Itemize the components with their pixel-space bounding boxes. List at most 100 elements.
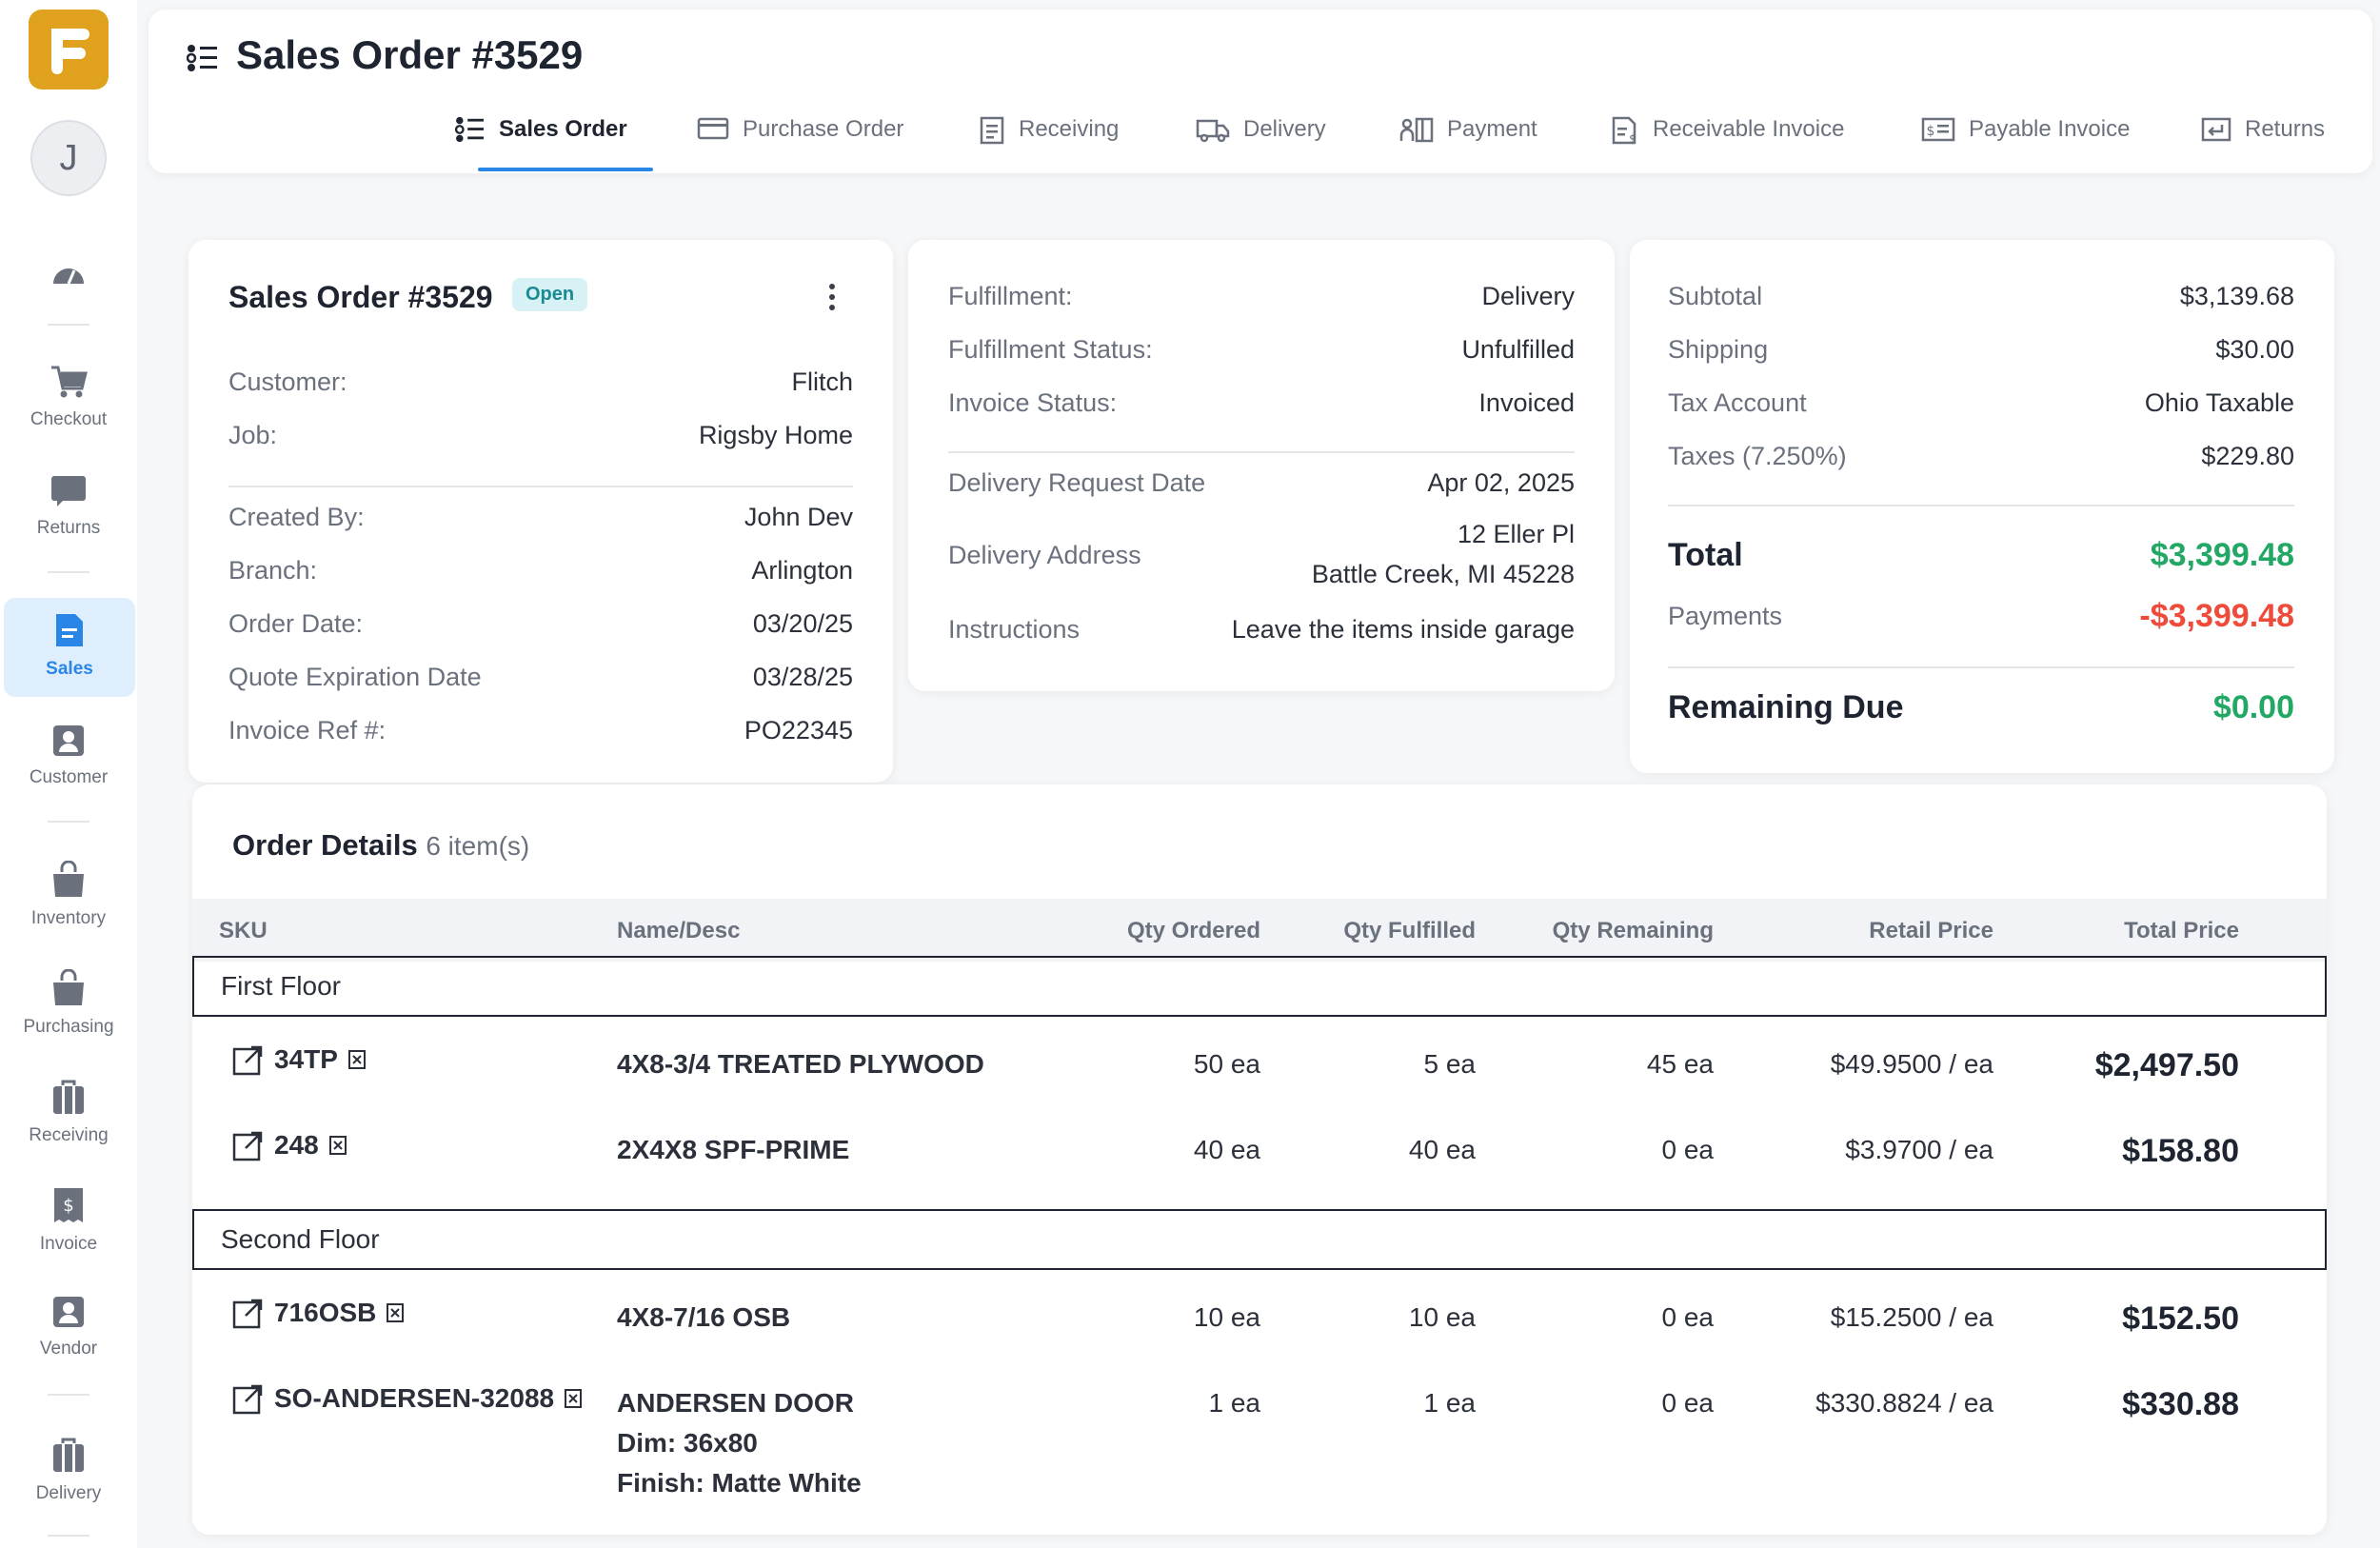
returns-icon (51, 476, 86, 506)
column-header-name[interactable]: Name/Desc (617, 918, 741, 943)
qty-remaining: 0 ea (1661, 1135, 1715, 1164)
total-value: $3,399.48 (2150, 537, 2294, 573)
sidebar-item-inventory[interactable]: Inventory (0, 861, 137, 929)
qty-ordered: 1 ea (1208, 1388, 1261, 1418)
item-count: 6 item(s) (426, 831, 530, 861)
tab-payable-invoice[interactable]: $ Payable Invoice (1921, 116, 2130, 173)
app-logo[interactable] (29, 10, 109, 89)
open-external-icon[interactable] (232, 1043, 265, 1076)
item-name: ANDERSEN DOOR (617, 1388, 854, 1418)
list-icon (455, 116, 484, 143)
total-price: $158.80 (2122, 1133, 2239, 1169)
sidebar-item-sales[interactable]: Sales (4, 598, 135, 697)
open-external-icon[interactable] (232, 1382, 265, 1415)
nav-divider (48, 571, 89, 573)
invoice-icon: $ (54, 1188, 83, 1222)
sku-value: 34TP (274, 1044, 338, 1074)
subtotal-value: $3,139.68 (2179, 282, 2294, 310)
branch-label: Branch: (228, 556, 318, 585)
divider (948, 451, 1575, 453)
sku-value: 248 (274, 1130, 319, 1160)
tab-receivable-invoice[interactable]: $ Receivable Invoice (1611, 116, 1844, 173)
tab-returns[interactable]: Returns (2201, 116, 2325, 173)
truck-icon (1196, 119, 1230, 143)
svg-text:$: $ (1629, 132, 1636, 145)
branch-value: Arlington (751, 556, 853, 585)
divider (1668, 505, 2294, 506)
taxes-value: $229.80 (2201, 442, 2294, 470)
invoice-status-value: Invoiced (1478, 388, 1575, 417)
qty-ordered: 40 ea (1193, 1135, 1260, 1164)
sidebar-item-delivery[interactable]: Delivery (0, 1436, 137, 1504)
sku-cell[interactable]: 34TP (232, 1043, 367, 1076)
fulfillment-card: Fulfillment: Delivery Fulfillment Status… (908, 240, 1615, 691)
tab-receiving[interactable]: Receiving (979, 116, 1119, 173)
delivery-date-label: Delivery Request Date (948, 468, 1206, 497)
tab-payment[interactable]: Payment (1399, 116, 1537, 173)
total-price: $152.50 (2122, 1300, 2239, 1337)
shipping-value: $30.00 (2215, 335, 2294, 364)
bill-icon: $ (1921, 117, 1955, 142)
sidebar-item-dashboard[interactable] (0, 257, 137, 299)
tax-account-value: Ohio Taxable (2144, 388, 2294, 417)
order-summary-card: Sales Order #3529 Open Customer: Flitch … (188, 240, 893, 783)
barcode-icon[interactable] (564, 1388, 583, 1409)
totals-card: Subtotal $3,139.68 Shipping $30.00 Tax A… (1630, 240, 2334, 773)
sidebar-item-vendor[interactable]: Vendor (0, 1295, 137, 1359)
sku-value: SO-ANDERSEN-32088 (274, 1383, 555, 1413)
sidebar-item-label: Receiving (29, 1125, 109, 1145)
qty-ordered: 10 ea (1193, 1302, 1260, 1332)
column-header-qty-ordered[interactable]: Qty Ordered (1126, 918, 1260, 943)
column-header-sku[interactable]: SKU (219, 918, 268, 943)
more-options-icon[interactable] (826, 284, 838, 316)
logo-icon (51, 29, 89, 74)
total-price: $2,497.50 (2094, 1047, 2239, 1083)
status-badge: Open (512, 278, 588, 311)
sidebar-item-customer[interactable]: Customer (0, 724, 137, 788)
subtotal-label: Subtotal (1668, 282, 1763, 310)
divider (1668, 666, 2294, 668)
tab-delivery[interactable]: Delivery (1196, 116, 1326, 173)
group-header-first-floor: First Floor (192, 956, 2327, 1017)
sku-cell[interactable]: 716OSB (232, 1297, 405, 1329)
sidebar-item-label: Vendor (39, 1339, 98, 1359)
nav-divider (48, 324, 89, 326)
open-external-icon[interactable] (232, 1129, 265, 1161)
sidebar-item-receiving[interactable]: Receiving (0, 1078, 137, 1146)
sku-cell[interactable]: 248 (232, 1129, 347, 1161)
delivery-address-line2: Battle Creek, MI 45228 (1311, 560, 1575, 588)
column-header-qty-remaining[interactable]: Qty Remaining (1552, 918, 1714, 943)
barcode-icon[interactable] (386, 1302, 405, 1323)
sidebar-item-returns[interactable]: Returns (0, 474, 137, 539)
order-details-title: Order Details 6 item(s) (232, 828, 529, 863)
quote-expiration-value: 03/28/25 (752, 663, 853, 691)
sidebar-item-purchasing[interactable]: Purchasing (0, 969, 137, 1038)
item-name: 4X8-3/4 TREATED PLYWOOD (617, 1049, 984, 1079)
column-header-total-price[interactable]: Total Price (2124, 918, 2239, 943)
sidebar-item-label: Sales (46, 659, 93, 679)
sidebar-item-invoice[interactable]: $ Invoice (0, 1186, 137, 1255)
created-by-value: John Dev (744, 503, 853, 531)
tab-sales-order[interactable]: Sales Order (455, 116, 627, 173)
sidebar-item-label: Delivery (35, 1483, 102, 1503)
document-icon (56, 614, 83, 646)
total-price: $330.88 (2122, 1386, 2239, 1422)
created-by-label: Created By: (228, 503, 365, 531)
column-header-retail-price[interactable]: Retail Price (1869, 918, 1993, 943)
sidebar-item-checkout[interactable]: Checkout (0, 364, 137, 430)
tab-purchase-order[interactable]: Purchase Order (697, 116, 903, 173)
open-external-icon[interactable] (232, 1297, 265, 1329)
column-header-qty-fulfilled[interactable]: Qty Fulfilled (1343, 918, 1476, 943)
user-avatar[interactable]: J (30, 120, 107, 196)
item-dimensions: Dim: 36x80 (617, 1428, 758, 1458)
customer-label: Customer: (228, 367, 347, 396)
sidebar-item-label: Invoice (39, 1234, 98, 1254)
job-label: Job: (228, 421, 278, 449)
order-date-label: Order Date: (228, 609, 364, 638)
bag-icon (53, 969, 84, 1005)
sku-cell[interactable]: SO-ANDERSEN-32088 (232, 1382, 583, 1415)
group-header-second-floor: Second Floor (192, 1209, 2327, 1270)
barcode-icon[interactable] (347, 1049, 367, 1070)
barcode-icon[interactable] (328, 1135, 347, 1156)
taxes-label: Taxes (7.250%) (1668, 442, 1847, 470)
